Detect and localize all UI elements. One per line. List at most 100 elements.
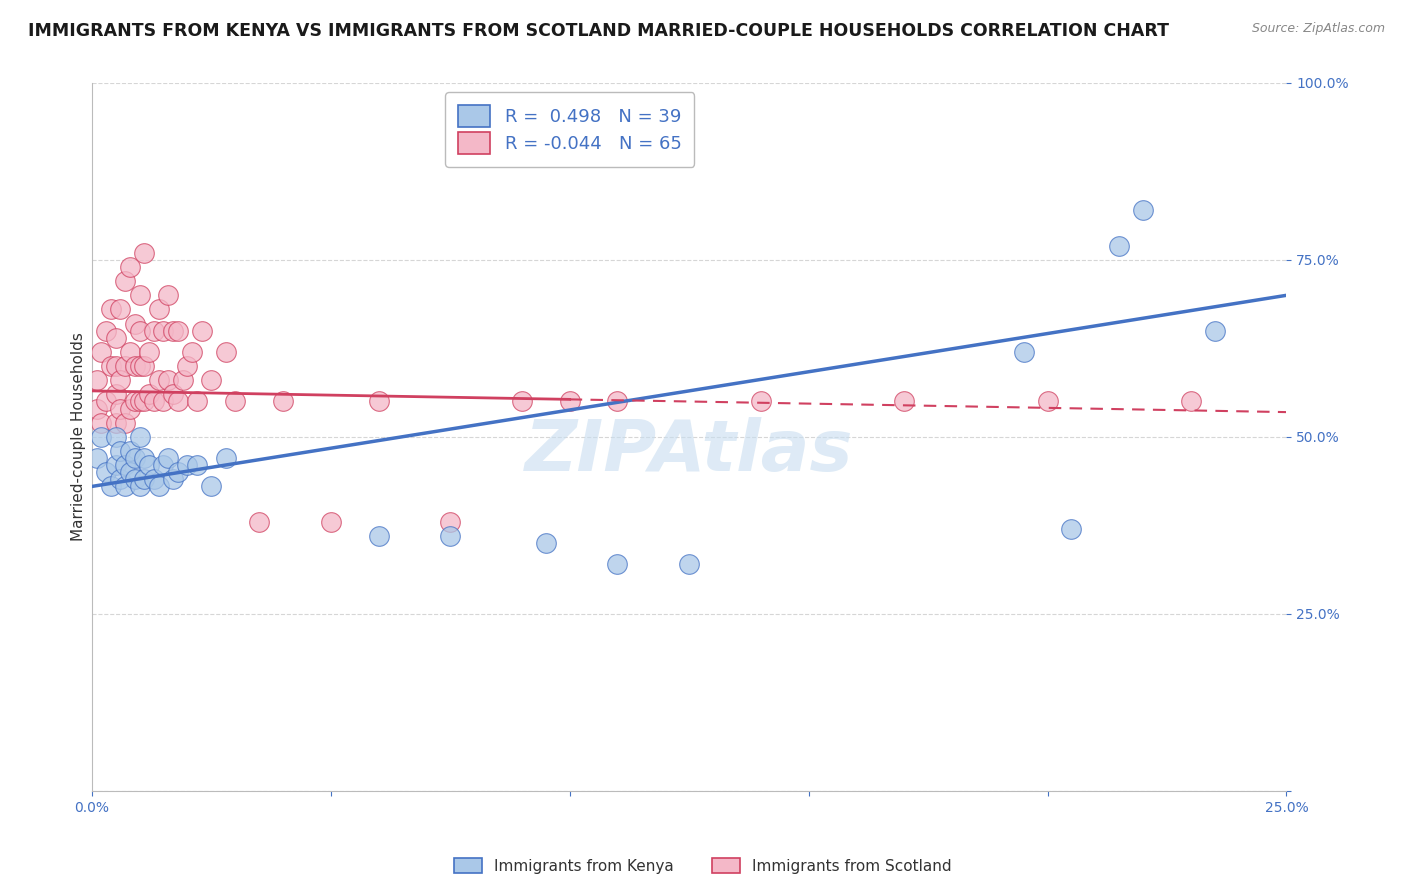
Point bbox=[166, 324, 188, 338]
Y-axis label: Married-couple Households: Married-couple Households bbox=[72, 333, 86, 541]
Point bbox=[114, 416, 136, 430]
Text: ZIPAtlas: ZIPAtlas bbox=[524, 417, 853, 485]
Point bbox=[124, 472, 146, 486]
Point bbox=[118, 444, 141, 458]
Point bbox=[94, 394, 117, 409]
Point bbox=[138, 458, 160, 473]
Point bbox=[124, 317, 146, 331]
Point bbox=[86, 373, 108, 387]
Point bbox=[1180, 394, 1202, 409]
Point bbox=[128, 479, 150, 493]
Point bbox=[94, 465, 117, 479]
Point bbox=[110, 373, 132, 387]
Point bbox=[124, 394, 146, 409]
Point bbox=[104, 359, 127, 373]
Point bbox=[128, 288, 150, 302]
Point bbox=[114, 479, 136, 493]
Point bbox=[114, 458, 136, 473]
Point bbox=[319, 515, 342, 529]
Point bbox=[114, 359, 136, 373]
Point bbox=[94, 324, 117, 338]
Point bbox=[214, 345, 236, 359]
Point bbox=[128, 394, 150, 409]
Point bbox=[110, 302, 132, 317]
Point bbox=[893, 394, 915, 409]
Point bbox=[100, 359, 122, 373]
Point bbox=[104, 416, 127, 430]
Point bbox=[152, 394, 174, 409]
Point bbox=[162, 472, 184, 486]
Point bbox=[157, 451, 180, 466]
Point bbox=[367, 529, 389, 543]
Point bbox=[247, 515, 270, 529]
Text: Source: ZipAtlas.com: Source: ZipAtlas.com bbox=[1251, 22, 1385, 36]
Point bbox=[128, 359, 150, 373]
Point bbox=[128, 324, 150, 338]
Point bbox=[148, 373, 170, 387]
Point bbox=[104, 387, 127, 401]
Point bbox=[118, 260, 141, 274]
Point bbox=[110, 472, 132, 486]
Point bbox=[118, 345, 141, 359]
Text: IMMIGRANTS FROM KENYA VS IMMIGRANTS FROM SCOTLAND MARRIED-COUPLE HOUSEHOLDS CORR: IMMIGRANTS FROM KENYA VS IMMIGRANTS FROM… bbox=[28, 22, 1170, 40]
Point bbox=[100, 479, 122, 493]
Point bbox=[1108, 239, 1130, 253]
Point bbox=[152, 458, 174, 473]
Point bbox=[134, 245, 156, 260]
Point bbox=[439, 529, 461, 543]
Point bbox=[1132, 203, 1154, 218]
Point bbox=[200, 479, 222, 493]
Point bbox=[606, 394, 628, 409]
Point bbox=[134, 451, 156, 466]
Point bbox=[176, 359, 198, 373]
Point bbox=[510, 394, 533, 409]
Point bbox=[104, 331, 127, 345]
Point bbox=[1060, 522, 1083, 536]
Point bbox=[134, 359, 156, 373]
Point bbox=[118, 465, 141, 479]
Point bbox=[90, 345, 112, 359]
Point bbox=[100, 302, 122, 317]
Point bbox=[138, 345, 160, 359]
Point bbox=[157, 288, 180, 302]
Point bbox=[166, 394, 188, 409]
Legend: R =  0.498   N = 39, R = -0.044   N = 65: R = 0.498 N = 39, R = -0.044 N = 65 bbox=[446, 92, 695, 167]
Point bbox=[90, 416, 112, 430]
Point bbox=[200, 373, 222, 387]
Point bbox=[86, 451, 108, 466]
Point bbox=[214, 451, 236, 466]
Point bbox=[439, 515, 461, 529]
Point bbox=[86, 401, 108, 416]
Point bbox=[1012, 345, 1035, 359]
Point bbox=[104, 430, 127, 444]
Point bbox=[172, 373, 194, 387]
Point bbox=[134, 394, 156, 409]
Point bbox=[148, 479, 170, 493]
Point bbox=[118, 401, 141, 416]
Point bbox=[124, 451, 146, 466]
Point bbox=[678, 558, 700, 572]
Point bbox=[142, 324, 165, 338]
Point bbox=[128, 430, 150, 444]
Point bbox=[606, 558, 628, 572]
Point bbox=[110, 401, 132, 416]
Point bbox=[124, 359, 146, 373]
Point bbox=[166, 465, 188, 479]
Point bbox=[534, 536, 557, 550]
Point bbox=[152, 324, 174, 338]
Point bbox=[186, 394, 208, 409]
Point bbox=[190, 324, 212, 338]
Point bbox=[224, 394, 246, 409]
Point bbox=[104, 458, 127, 473]
Point bbox=[110, 444, 132, 458]
Point bbox=[176, 458, 198, 473]
Point bbox=[271, 394, 294, 409]
Point bbox=[181, 345, 204, 359]
Point bbox=[138, 387, 160, 401]
Legend: Immigrants from Kenya, Immigrants from Scotland: Immigrants from Kenya, Immigrants from S… bbox=[449, 852, 957, 880]
Point bbox=[148, 302, 170, 317]
Point bbox=[749, 394, 772, 409]
Point bbox=[186, 458, 208, 473]
Point bbox=[162, 387, 184, 401]
Point bbox=[142, 472, 165, 486]
